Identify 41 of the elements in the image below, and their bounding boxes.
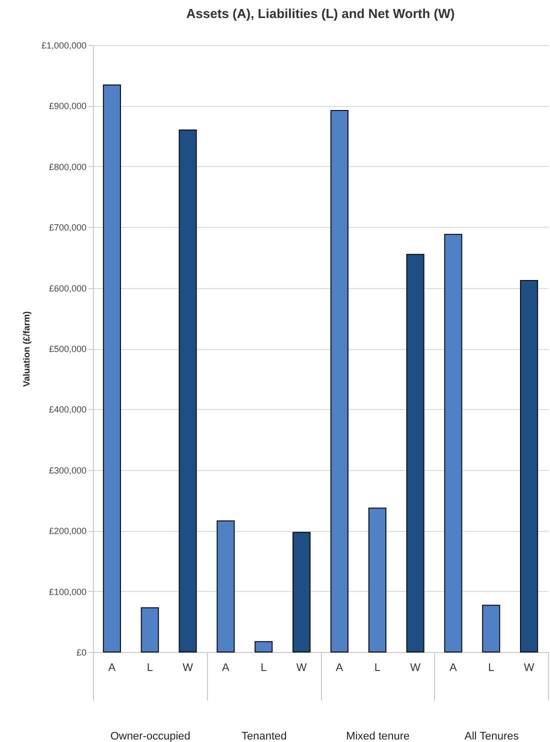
text: L: [488, 662, 494, 674]
bar: [444, 234, 462, 652]
text: A: [450, 662, 457, 674]
series-label: A: [108, 662, 116, 674]
bar: [406, 254, 424, 652]
y-tick-label: £800,000: [48, 162, 86, 172]
text: A: [222, 662, 230, 674]
y-tick-label: £0: [76, 648, 86, 658]
bar: [140, 607, 159, 652]
text: L: [260, 662, 267, 674]
chart-title: Assets (A), Liabilities (L) and Net Worth (W): [186, 6, 455, 21]
bar: [292, 532, 311, 652]
x-tick-label: All Tenures: [464, 730, 520, 742]
text: L: [374, 662, 380, 674]
y-tick-label: £600,000: [48, 283, 86, 294]
bar: [254, 641, 273, 652]
series-label: L: [146, 662, 153, 674]
y-tick-label: £100,000: [48, 586, 86, 597]
y-tick-label: £1,000,000: [41, 40, 86, 50]
bar: [216, 520, 235, 652]
y-tick-label: £500,000: [48, 344, 86, 354]
text: W: [524, 662, 534, 674]
bar: [482, 604, 500, 652]
text: A: [336, 662, 344, 674]
y-tick-label: £400,000: [48, 404, 86, 415]
bar: [520, 280, 538, 652]
text: W: [410, 662, 420, 674]
y-tick-label: £200,000: [48, 526, 86, 536]
bar: [178, 129, 197, 652]
x-tick-label: Mixed tenure: [346, 730, 410, 742]
bar: [102, 84, 121, 652]
y-tick-label: £900,000: [48, 101, 86, 112]
bar: [330, 110, 348, 652]
y-tick-label: £700,000: [48, 222, 86, 233]
bar: [368, 508, 386, 652]
y-tick-label: £300,000: [48, 465, 86, 476]
series-label: W: [182, 662, 194, 674]
x-tick-label: Owner-occupied: [110, 730, 190, 742]
text: W: [296, 662, 307, 674]
x-tick-label: Tenanted: [241, 730, 287, 742]
y-axis-title: Valuation (£/farm): [21, 311, 32, 387]
